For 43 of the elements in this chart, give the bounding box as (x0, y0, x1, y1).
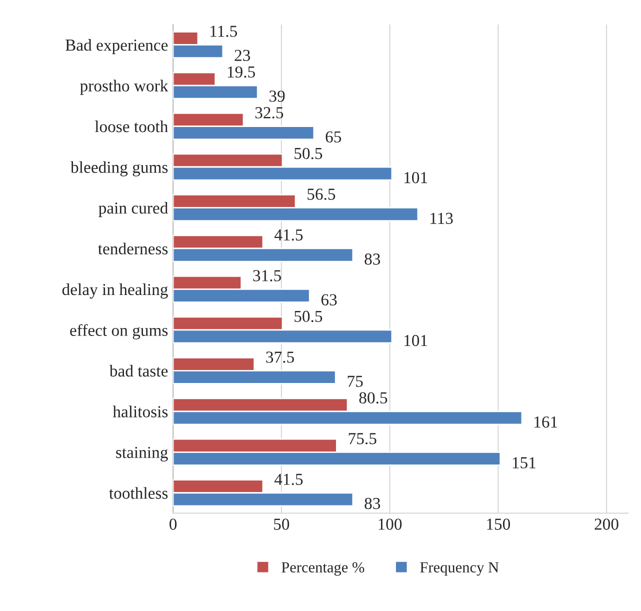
y-tick-label: Bad experience (66, 39, 168, 54)
data-label: 83 (364, 498, 380, 510)
data-label: 19.5 (228, 66, 255, 78)
data-label: 39 (270, 90, 285, 102)
y-tick-label: staining (116, 446, 168, 462)
y-tick-label: bleeding gums (70, 161, 168, 176)
data-label: 11.5 (210, 26, 237, 37)
x-tick-label: 0 (170, 518, 177, 530)
data-label: 151 (512, 457, 536, 468)
y-tick-label: prostho work (80, 80, 168, 95)
data-label: 113 (430, 212, 453, 224)
data-label: 83 (364, 253, 380, 265)
data-label: 41.5 (274, 229, 303, 241)
y-tick-label: halitosis (112, 406, 168, 418)
data-label: 63 (321, 294, 337, 306)
data-label: 23 (234, 50, 250, 62)
data-label: 75 (348, 376, 363, 387)
y-tick-label: toothless (109, 487, 168, 499)
data-label: 80.5 (359, 392, 388, 404)
data-label: 75.5 (348, 433, 376, 444)
x-tick-label: 50 (274, 518, 290, 530)
y-tick-label: loose tooth (94, 120, 168, 132)
data-label: 65 (326, 131, 342, 143)
x-tick-label: 100 (378, 518, 402, 530)
y-tick-label: tenderness (98, 242, 168, 254)
legend-label: Frequency N (420, 562, 499, 576)
data-label: 31.5 (253, 270, 281, 282)
x-tick-label: 200 (594, 518, 618, 530)
data-label: 37.5 (266, 352, 294, 363)
data-label: 50.5 (294, 310, 322, 322)
y-tick-label: delay in healing (62, 283, 168, 299)
y-tick-label: bad taste (109, 364, 168, 377)
y-tick-label: pain cured (98, 202, 168, 218)
data-label: 101 (404, 172, 428, 184)
data-label: 161 (534, 416, 558, 428)
data-label: 101 (404, 334, 428, 346)
legend-label: Percentage % (282, 562, 364, 576)
x-tick-label: 150 (487, 518, 510, 530)
data-label: 41.5 (274, 474, 303, 486)
data-label: 50.5 (294, 148, 322, 160)
data-label: 56.5 (308, 188, 336, 200)
data-label: 32.5 (255, 107, 284, 118)
y-tick-label: effect on gums (70, 324, 168, 340)
